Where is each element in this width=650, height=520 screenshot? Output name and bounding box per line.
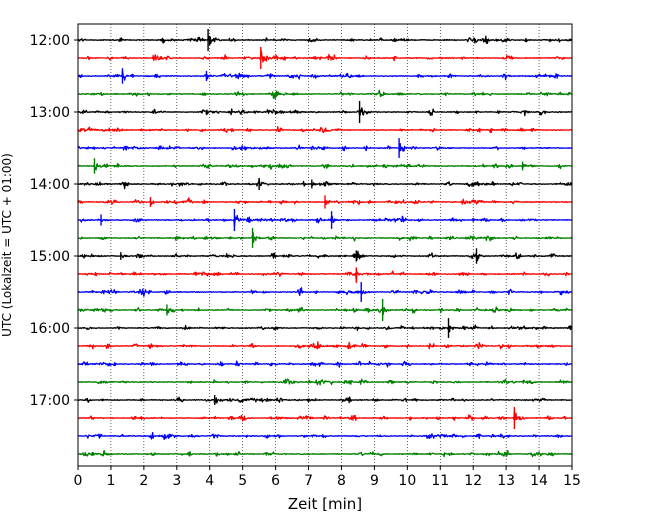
seismogram-trace bbox=[77, 126, 573, 134]
x-tick-label: 9 bbox=[370, 473, 379, 489]
x-axis-label: Zeit [min] bbox=[288, 495, 362, 513]
x-axis: 0 1 2 3 4 5 6 7 8 9 10 11 12 13 14 15 bbox=[74, 466, 581, 489]
seismogram-trace bbox=[77, 231, 573, 244]
y-tick-label: 13:00 bbox=[30, 105, 70, 121]
y-tick-label: 16:00 bbox=[30, 321, 70, 337]
seismogram-trace bbox=[77, 360, 573, 368]
y-axis: 12:00 13:00 14:00 15:00 16:00 17:00 bbox=[30, 33, 78, 409]
seismogram-trace bbox=[77, 35, 573, 46]
seismogram-trace bbox=[77, 178, 573, 190]
seismogram-trace bbox=[77, 70, 573, 81]
seismogram-trace bbox=[77, 306, 573, 316]
x-tick-label: 1 bbox=[106, 473, 115, 489]
x-tick-label: 8 bbox=[337, 473, 346, 489]
seismogram-trace bbox=[77, 163, 573, 171]
seismogram-trace bbox=[77, 50, 573, 63]
x-tick-label: 12 bbox=[464, 473, 482, 489]
x-tick-label: 0 bbox=[74, 473, 83, 489]
seismogram-trace bbox=[77, 270, 573, 284]
seismogram-trace bbox=[77, 431, 573, 441]
seismogram-trace bbox=[77, 287, 573, 297]
seismogram-trace bbox=[77, 107, 573, 117]
seismogram-trace bbox=[77, 378, 573, 386]
y-tick-label: 15:00 bbox=[30, 249, 70, 265]
y-axis-label: UTC (Lokalzeit = UTC + 01:00) bbox=[0, 153, 14, 337]
seismogram-trace bbox=[77, 409, 573, 422]
x-tick-label: 14 bbox=[530, 473, 548, 489]
seismogram-trace bbox=[77, 143, 573, 152]
x-tick-label: 3 bbox=[172, 473, 181, 489]
x-tick-label: 15 bbox=[563, 473, 581, 489]
y-tick-label: 17:00 bbox=[30, 393, 70, 409]
traces bbox=[77, 29, 573, 458]
seismogram-trace bbox=[77, 250, 573, 262]
y-tick-label: 14:00 bbox=[30, 177, 70, 193]
seismogram-trace bbox=[77, 324, 573, 333]
x-tick-label: 2 bbox=[139, 473, 148, 489]
plot-area bbox=[78, 24, 572, 466]
seismogram-trace bbox=[77, 396, 573, 405]
x-tick-label: 10 bbox=[398, 473, 416, 489]
plot-frame bbox=[77, 23, 573, 467]
seismogram-trace bbox=[77, 214, 573, 228]
seismogram-trace bbox=[77, 89, 573, 100]
x-tick-label: 7 bbox=[304, 473, 313, 489]
x-tick-label: 11 bbox=[431, 473, 449, 489]
x-tick-label: 5 bbox=[238, 473, 247, 489]
x-tick-label: 6 bbox=[271, 473, 280, 489]
seismogram-trace bbox=[77, 341, 573, 350]
y-tick-label: 12:00 bbox=[30, 33, 70, 49]
x-tick-label: 4 bbox=[205, 473, 214, 489]
x-tick-label: 13 bbox=[497, 473, 515, 489]
seismogram-trace bbox=[77, 449, 573, 458]
